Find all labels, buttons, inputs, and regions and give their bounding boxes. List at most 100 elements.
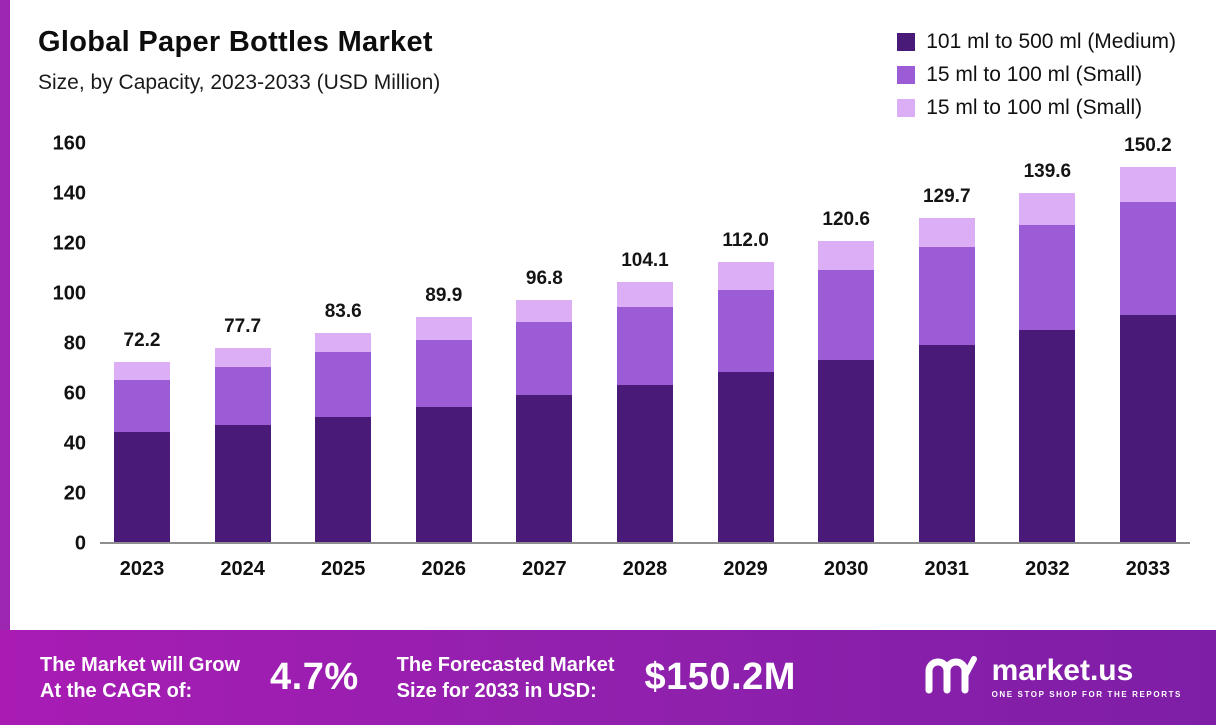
bar-total-label: 83.6 [324,301,362,322]
bar-segment [918,247,975,345]
bar-segment [114,379,170,432]
forecast-label: The Forecasted Market Size for 2033 in U… [396,653,615,702]
x-axis-category-label: 2023 [119,558,165,580]
x-axis-category-label: 2029 [723,558,768,580]
y-axis-tick-label: 40 [63,432,86,455]
bar-segment [214,424,271,542]
bar-total-label: 139.6 [1023,161,1072,182]
chart-subtitle: Size, by Capacity, 2023-2033 (USD Millio… [38,71,441,94]
bar-segment [1019,224,1076,330]
bar-segment [415,407,472,542]
cagr-value: 4.7% [270,656,359,698]
bar-group: 112.0 2029 [717,144,774,580]
legend-label: 101 ml to 500 ml (Medium) [926,30,1176,53]
bar-total-label: 104.1 [621,249,669,271]
chart-content: Global Paper Bottles Market Size, by Cap… [10,0,1216,580]
y-axis-tick-label: 140 [52,182,86,205]
bar-total-label: 129.7 [922,185,971,207]
y-axis-tick-label: 0 [74,532,86,555]
legend-swatch [897,99,916,117]
bar-segment [616,307,673,385]
bar-group: 129.7 2031 [918,144,975,580]
bar-segment [717,372,774,542]
bar-segment [315,417,372,542]
brand-tagline: ONE STOP SHOP FOR THE REPORTS [991,690,1182,699]
legend-item: 15 ml to 100 ml (Small) [897,63,1176,87]
bar-group: 139.6 2032 [1019,144,1076,580]
x-axis-category-label: 2026 [421,558,467,580]
x-axis-category-label: 2031 [924,558,970,580]
brand-name: market.us [991,654,1134,687]
y-axis-tick-label: 60 [63,382,86,405]
bar-group: 83.6 2025 [315,144,372,580]
legend-item: 101 ml to 500 ml (Medium) [897,30,1176,54]
x-axis-category-label: 2025 [320,558,366,580]
bar-segment [918,344,975,542]
bar-group: 77.7 2024 [214,144,271,580]
x-axis-category-label: 2030 [823,558,869,580]
bar-total-label: 89.9 [425,285,463,307]
header: Global Paper Bottles Market Size, by Cap… [10,0,1216,120]
y-axis-tick-label: 160 [52,132,86,155]
bar-segment [717,262,774,290]
bar-segment [918,217,975,247]
bar-segment [616,384,673,542]
bar-segment [717,289,774,372]
y-axis: 0 20 40 60 80 100 120 140 160 [28,133,86,555]
bar-group: 120.6 2030 [818,144,875,580]
bar-segment [616,281,673,307]
bar-segment [516,394,573,542]
left-accent-stripe [0,0,10,725]
brand-text: market.us ONE STOP SHOP FOR THE REPORTS [991,654,1182,700]
legend-label: 15 ml to 100 ml (Small) [926,63,1143,86]
legend-swatch [897,66,916,84]
bar-segment [315,333,372,352]
stacked-bar-chart: 0 20 40 60 80 100 120 140 160 72.2 2023 77.7 2024 83… [10,133,1216,580]
bar-total-label: 72.2 [123,329,161,351]
bar-total-label: 120.6 [822,208,870,230]
bar-segment [1119,314,1176,542]
legend-label: 15 ml to 100 ml (Small) [926,96,1143,119]
bar-group: 150.2 2033 [1119,135,1176,580]
footer-banner: The Market will Grow At the CAGR of: 4.7… [0,630,1216,725]
bar-total-label: 112.0 [722,230,769,251]
bar-segment [818,359,875,542]
x-axis-category-label: 2028 [622,558,668,580]
bar-segment [214,367,271,425]
legend-swatch [897,33,916,51]
bar-group: 96.8 2027 [516,144,573,580]
market-us-logo-icon [922,654,980,701]
bar-group: 72.2 2023 [114,144,170,580]
bar-total-label: 77.7 [224,315,262,337]
plot-area: 72.2 2023 77.7 2024 83.6 2025 89.9 2026 96.8 2027… [100,135,1190,580]
bar-group: 104.1 2028 [616,144,673,580]
x-axis-category-label: 2024 [220,558,265,580]
bar-segment [114,361,170,380]
bar-segment [1019,329,1076,542]
bar-segment [415,317,472,340]
forecast-value: $150.2M [644,656,796,698]
x-axis-category-label: 2027 [522,558,567,580]
bar-segment [1119,202,1176,315]
bar-segment [818,240,875,270]
bar-total-label: 150.2 [1124,134,1172,156]
bar-segment [818,269,875,360]
cagr-label: The Market will Grow At the CAGR of: [40,653,241,702]
y-axis-tick-label: 100 [52,282,86,305]
bar-segment [415,339,472,407]
bar-total-label: 96.8 [525,268,563,289]
x-axis-category-label: 2032 [1025,558,1070,580]
title-block: Global Paper Bottles Market Size, by Cap… [38,26,440,95]
bar-segment [1019,193,1076,225]
legend: 101 ml to 500 ml (Medium) 15 ml to 100 ml… [897,30,1176,120]
brand-block: market.us ONE STOP SHOP FOR THE REPORTS [922,654,1182,701]
y-axis-tick-label: 120 [52,232,86,255]
y-axis-tick-label: 80 [63,332,86,355]
x-axis-category-label: 2033 [1125,558,1171,580]
bar-segment [516,322,573,395]
y-axis-tick-label: 20 [63,482,86,505]
chart-title: Global Paper Bottles Market [38,26,433,58]
bar-segment [114,432,170,542]
bar-segment [516,300,573,322]
